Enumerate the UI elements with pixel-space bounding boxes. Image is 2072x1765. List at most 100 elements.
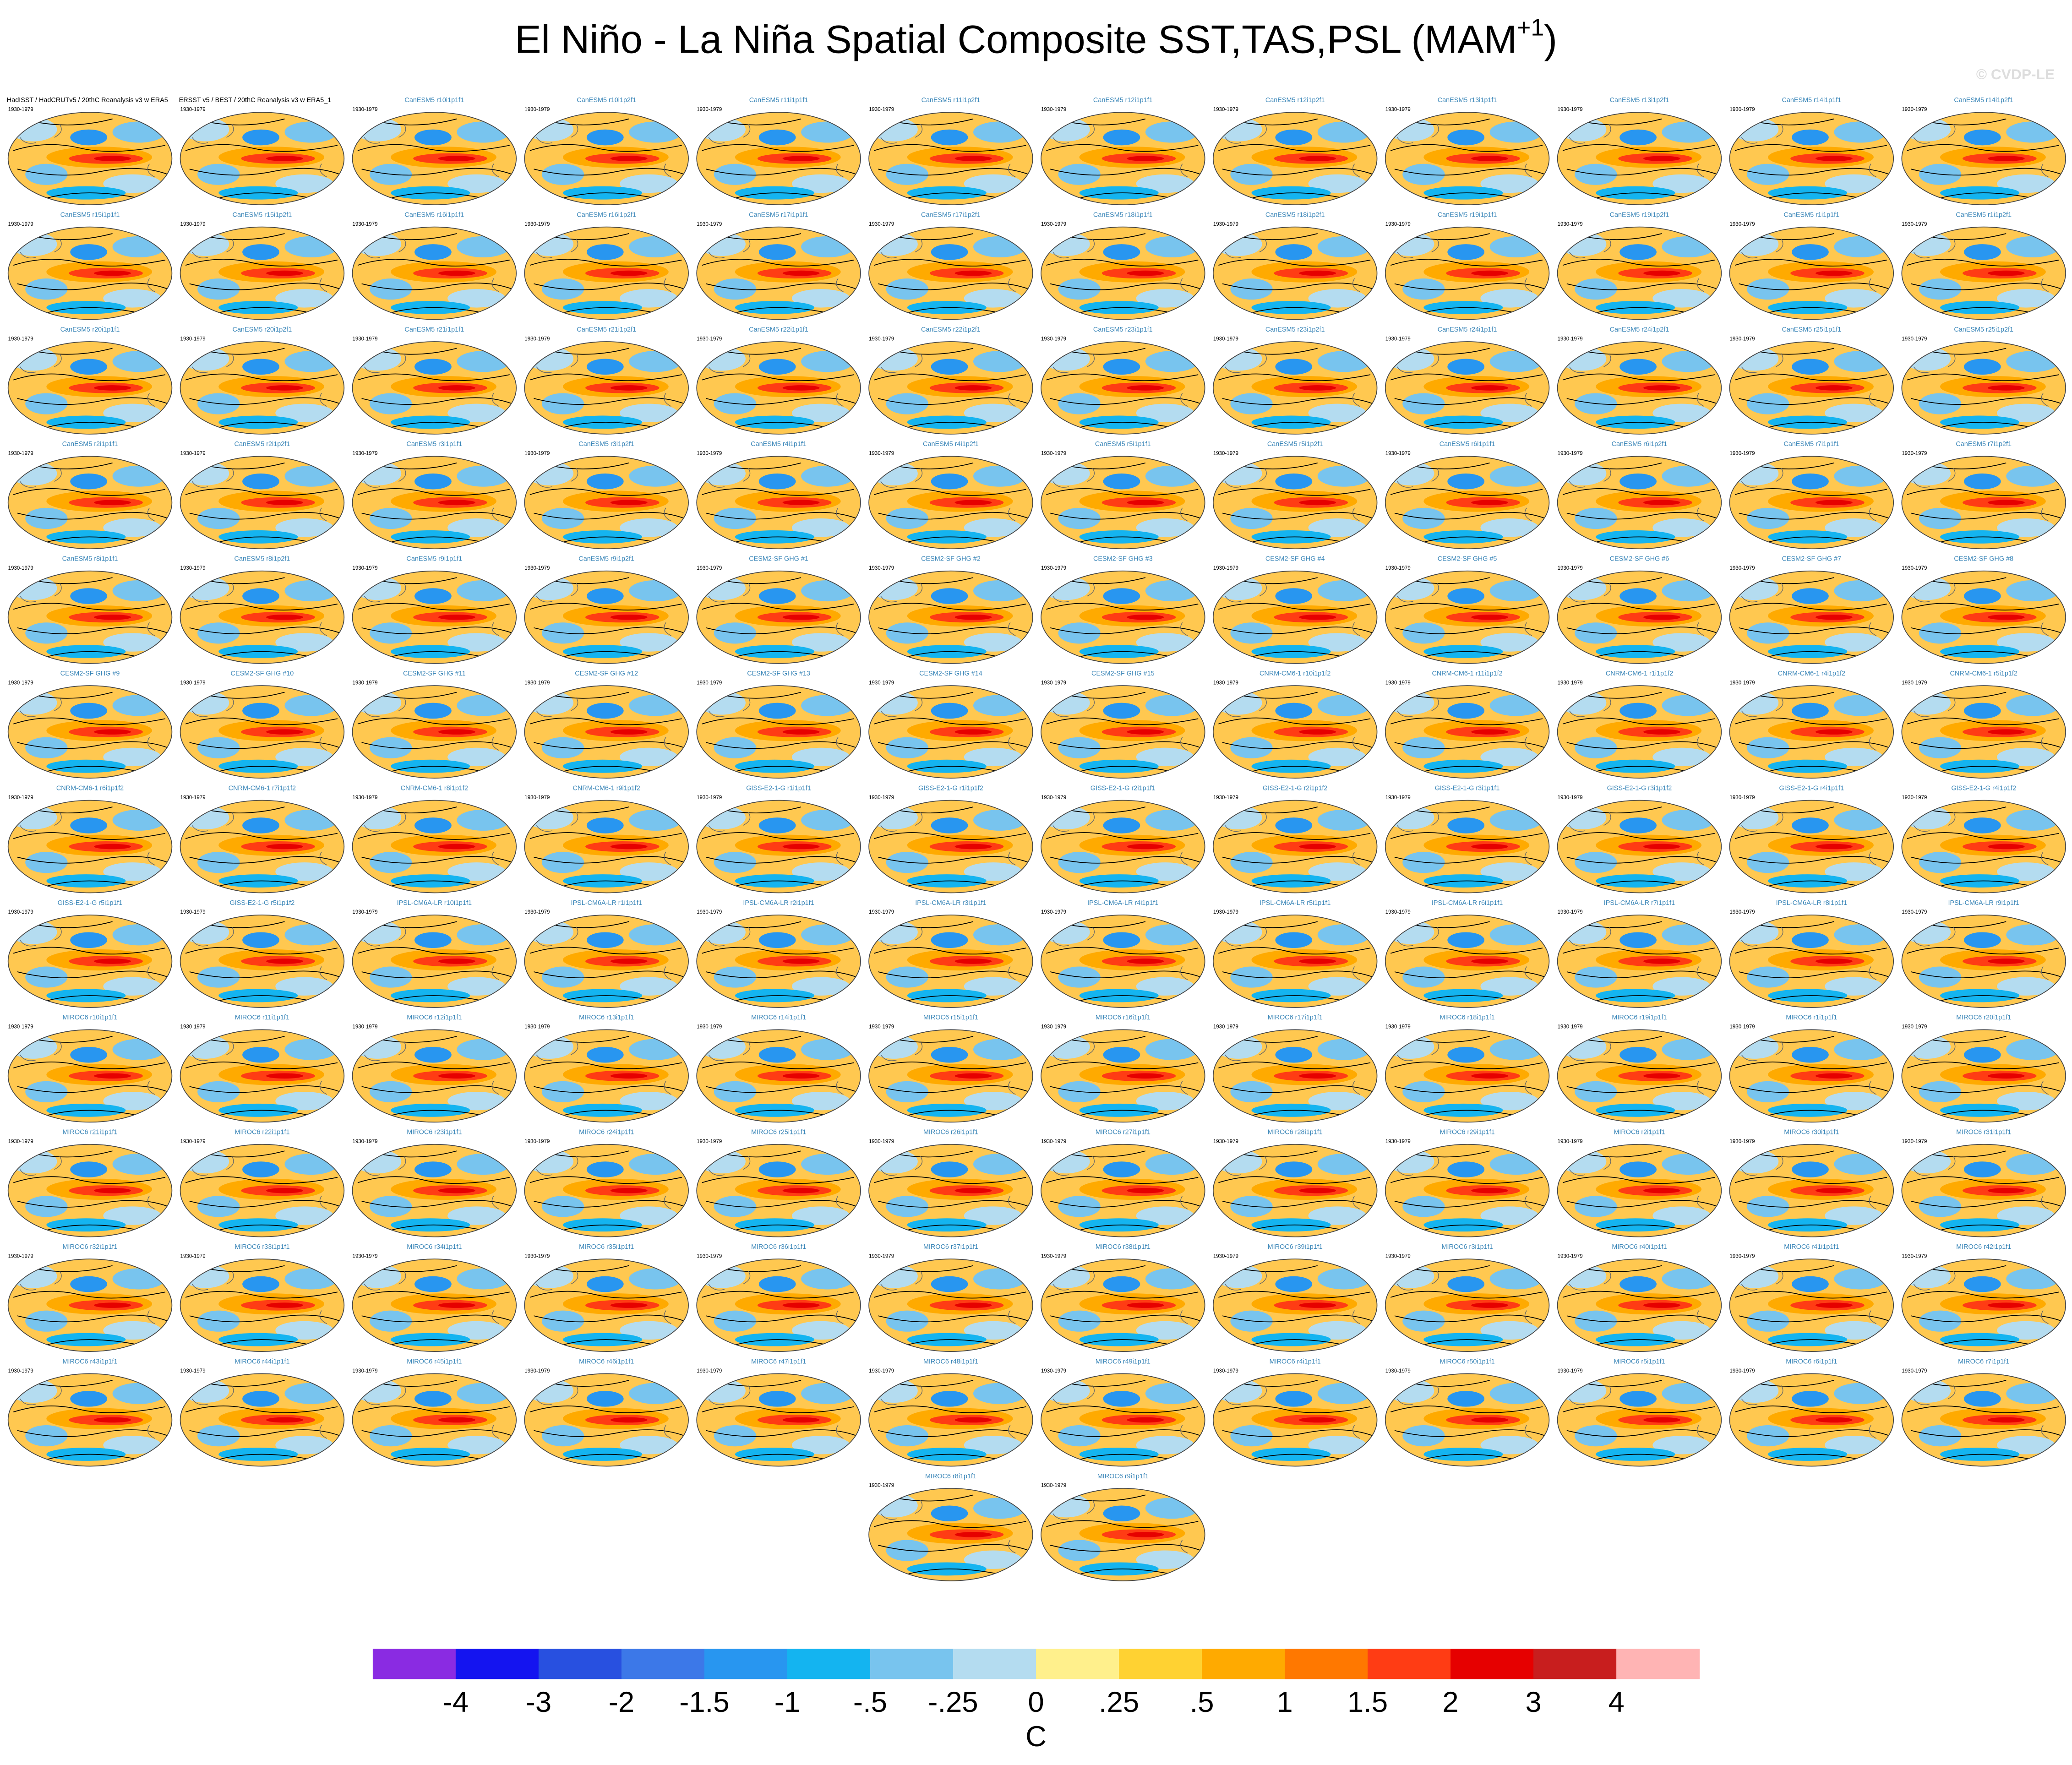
map-panel: MIROC6 r6i1p1f1 1930-1979 <box>1728 1358 1895 1467</box>
panel-period: 1930-1979 <box>1041 1139 1066 1144</box>
panel-title: CanESM5 r24i1p2f1 <box>1610 326 1669 333</box>
panel-title: CanESM5 r7i1p2f1 <box>1956 441 2012 448</box>
panel-title: CanESM5 r6i1p1f1 <box>1439 441 1495 448</box>
map <box>7 1143 173 1238</box>
map <box>1728 1028 1895 1123</box>
panel-period: 1930-1979 <box>352 795 377 801</box>
map <box>1384 914 1550 1009</box>
panel-title: MIROC6 r10i1p1f1 <box>62 1014 117 1021</box>
panel-title: CanESM5 r24i1p1f1 <box>1438 326 1497 333</box>
panel-period: 1930-1979 <box>8 566 33 571</box>
map <box>1384 799 1550 894</box>
panel-title: CNRM-CM6-1 r11i1p1f2 <box>1432 670 1502 677</box>
colorbar-box <box>1285 1649 1368 1679</box>
panel-period: 1930-1979 <box>869 1483 894 1488</box>
panel-period: 1930-1979 <box>1385 795 1411 801</box>
panel-title: MIROC6 r30i1p1f1 <box>1784 1129 1839 1136</box>
map <box>1040 1028 1206 1123</box>
panel-period: 1930-1979 <box>697 1253 722 1259</box>
map-panel: CESM2-SF GHG #12 1930-1979 <box>523 670 689 779</box>
panel-title: CNRM-CM6-1 r5i1p1f2 <box>1950 670 2017 677</box>
panel-title: CanESM5 r11i1p1f1 <box>749 97 808 104</box>
panel-title: CanESM5 r22i1p1f1 <box>749 326 808 333</box>
map <box>1728 1258 1895 1353</box>
panel-title: MIROC6 r42i1p1f1 <box>1956 1243 2011 1251</box>
panel-period: 1930-1979 <box>869 1024 894 1030</box>
map-panel: GISS-E2-1-G r5i1p1f2 1930-1979 <box>179 899 345 1009</box>
map-panel: MIROC6 r20i1p1f1 1930-1979 <box>1900 1014 2067 1123</box>
map <box>695 455 862 550</box>
panel-title: CESM2-SF GHG #11 <box>403 670 466 677</box>
map-panel: ERSST v5 / BEST / 20thC Reanalysis v3 w … <box>179 97 345 206</box>
map <box>351 111 518 206</box>
panel-title: MIROC6 r50i1p1f1 <box>1440 1358 1495 1365</box>
panel-title: MIROC6 r2i1p1f1 <box>1614 1129 1665 1136</box>
panel-title: CESM2-SF GHG #15 <box>1091 670 1155 677</box>
map <box>7 226 173 321</box>
panel-period: 1930-1979 <box>1902 1024 1927 1030</box>
map <box>695 1258 862 1353</box>
panel-period: 1930-1979 <box>697 451 722 457</box>
panel-title: MIROC6 r5i1p1f1 <box>1614 1358 1665 1365</box>
map <box>179 455 345 550</box>
map-panel: MIROC6 r32i1p1f1 1930-1979 <box>7 1243 173 1353</box>
map-panel: MIROC6 r26i1p1f1 1930-1979 <box>867 1129 1034 1238</box>
colorbar-box <box>1119 1649 1202 1679</box>
map <box>867 684 1034 779</box>
map <box>695 684 862 779</box>
map-panel: MIROC6 r13i1p1f1 1930-1979 <box>523 1014 689 1123</box>
panel-period: 1930-1979 <box>1729 680 1755 686</box>
map-panel: MIROC6 r46i1p1f1 1930-1979 <box>523 1358 689 1467</box>
map-panel: CanESM5 r6i1p1f1 1930-1979 <box>1384 441 1550 550</box>
panel-period: 1930-1979 <box>524 910 550 915</box>
map <box>179 799 345 894</box>
colorbar-label: .5 <box>1190 1686 1214 1718</box>
map-panel: CanESM5 r24i1p2f1 1930-1979 <box>1556 326 1723 436</box>
map-panel: CanESM5 r6i1p2f1 1930-1979 <box>1556 441 1723 550</box>
map <box>1040 226 1206 321</box>
map <box>351 340 518 436</box>
map <box>1900 914 2067 1009</box>
map <box>867 799 1034 894</box>
panel-period: 1930-1979 <box>1902 910 1927 915</box>
map-panel: CanESM5 r2i1p1f1 1930-1979 <box>7 441 173 550</box>
map <box>7 570 173 665</box>
map-panel: CanESM5 r9i1p1f1 1930-1979 <box>351 556 518 665</box>
colorbar-label: -.25 <box>928 1686 978 1718</box>
map <box>523 684 689 779</box>
map <box>695 1028 862 1123</box>
panel-period: 1930-1979 <box>697 222 722 227</box>
map-panel: CanESM5 r10i1p2f1 1930-1979 <box>523 97 689 206</box>
panel-title: CNRM-CM6-1 r10i1p1f2 <box>1260 670 1330 677</box>
panel-title: MIROC6 r15i1p1f1 <box>923 1014 978 1021</box>
panel-period: 1930-1979 <box>1213 222 1238 227</box>
map-panel: MIROC6 r18i1p1f1 1930-1979 <box>1384 1014 1550 1123</box>
map <box>1040 1373 1206 1468</box>
map <box>1040 799 1206 894</box>
map-panel: CanESM5 r9i1p2f1 1930-1979 <box>523 556 689 665</box>
panel-period: 1930-1979 <box>697 107 722 112</box>
map <box>867 1143 1034 1238</box>
map <box>1900 684 2067 779</box>
map <box>179 1028 345 1123</box>
map <box>523 226 689 321</box>
colorbar-label: 1.5 <box>1347 1686 1388 1718</box>
map-panel: CanESM5 r12i1p2f1 1930-1979 <box>1212 97 1378 206</box>
panel-title: MIROC6 r12i1p1f1 <box>407 1014 462 1021</box>
panel-title: CanESM5 r2i1p1f1 <box>62 441 118 448</box>
figure-title: El Niño - La Niña Spatial Composite SST,… <box>515 14 1557 61</box>
map <box>1212 455 1378 550</box>
panel-period: 1930-1979 <box>1041 451 1066 457</box>
map-panel: CanESM5 r8i1p1f1 1930-1979 <box>7 556 173 665</box>
map-panel: CESM2-SF GHG #1 1930-1979 <box>695 556 862 665</box>
panel-period: 1930-1979 <box>1213 336 1238 342</box>
panel-title: GISS-E2-1-G r3i1p1f1 <box>1435 784 1500 792</box>
panel-period: 1930-1979 <box>524 795 550 801</box>
panel-title: CNRM-CM6-1 r8i1p1f2 <box>401 784 468 792</box>
map-panel: CanESM5 r17i1p2f1 1930-1979 <box>867 211 1034 321</box>
map <box>867 111 1034 206</box>
map <box>351 914 518 1009</box>
panel-period: 1930-1979 <box>524 222 550 227</box>
panel-period: 1930-1979 <box>697 336 722 342</box>
map <box>1556 1143 1723 1238</box>
